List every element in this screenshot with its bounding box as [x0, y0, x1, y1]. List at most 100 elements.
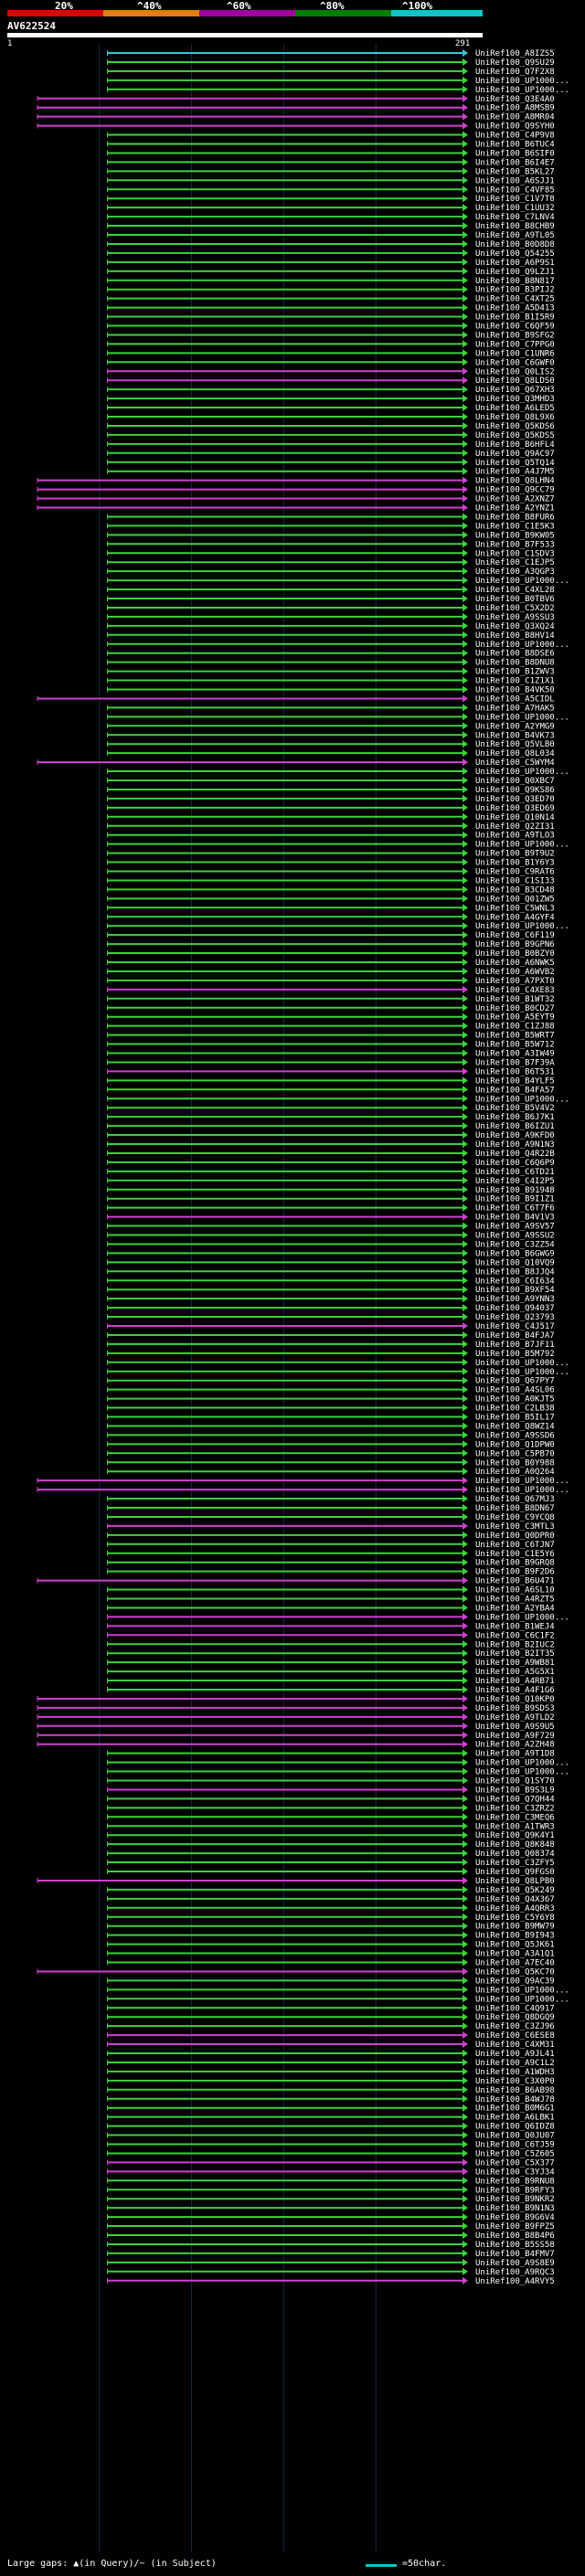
hit-label[interactable]: UniRef100_B1Y6Y3	[475, 859, 555, 868]
hit-label[interactable]: UniRef100_UP1000...	[475, 1359, 569, 1368]
hit-label[interactable]: UniRef100_C9RAT6	[475, 868, 555, 877]
hit-label[interactable]: UniRef100_A5EYT9	[475, 1013, 555, 1023]
hit-label[interactable]: UniRef100_B0BZY0	[475, 949, 555, 959]
hit-label[interactable]: UniRef100_B5KL27	[475, 167, 555, 176]
hit-label[interactable]: UniRef100_Q9AC39	[475, 1977, 555, 1986]
hit-label[interactable]: UniRef100_C5X2D2	[475, 604, 555, 613]
hit-label[interactable]: UniRef100_B9SFG2	[475, 331, 555, 340]
hit-label[interactable]: UniRef100_B4YLF5	[475, 1076, 555, 1086]
hit-label[interactable]: UniRef100_C4J517	[475, 1322, 555, 1331]
hit-label[interactable]: UniRef100_UP1000...	[475, 641, 569, 650]
hit-label[interactable]: UniRef100_Q5VLB0	[475, 740, 555, 749]
hit-label[interactable]: UniRef100_Q8L034	[475, 749, 555, 758]
hit-label[interactable]: UniRef100_B9T9U2	[475, 850, 555, 859]
hit-label[interactable]: UniRef100_C3ZZ54	[475, 1240, 555, 1249]
hit-label[interactable]: UniRef100_A8IZS5	[475, 49, 555, 58]
hit-label[interactable]: UniRef100_Q9AC97	[475, 450, 555, 459]
hit-label[interactable]: UniRef100_Q9LZJ1	[475, 268, 555, 277]
hit-label[interactable]: UniRef100_B3PIJ2	[475, 286, 555, 295]
hit-label[interactable]: UniRef100_UP1000...	[475, 1095, 569, 1104]
hit-label[interactable]: UniRef100_A7HAK5	[475, 704, 555, 713]
hit-label[interactable]: UniRef100_Q54255	[475, 249, 555, 259]
hit-label[interactable]: UniRef100_Q8L9X6	[475, 413, 555, 422]
hit-label[interactable]: UniRef100_C4P9V8	[475, 132, 555, 141]
hit-label[interactable]: UniRef100_A1WDH3	[475, 2068, 555, 2077]
hit-label[interactable]: UniRef100_A6SJJ1	[475, 176, 555, 186]
hit-label[interactable]: UniRef100_Q3ED70	[475, 795, 555, 804]
hit-label[interactable]: UniRef100_C4XE83	[475, 986, 555, 995]
hit-label[interactable]: UniRef100_Q6IDZ8	[475, 2123, 555, 2132]
hit-label[interactable]: UniRef100_Q10KP0	[475, 1695, 555, 1704]
hit-label[interactable]: UniRef100_C7LNV4	[475, 213, 555, 222]
hit-label[interactable]: UniRef100_B9NKR2	[475, 2195, 555, 2204]
hit-label[interactable]: UniRef100_C5Z605	[475, 2149, 555, 2158]
hit-label[interactable]: UniRef100_A4F1G6	[475, 1686, 555, 1695]
hit-label[interactable]: UniRef100_C4XT25	[475, 295, 555, 304]
hit-label[interactable]: UniRef100_A5G5X1	[475, 1668, 555, 1677]
hit-label[interactable]: UniRef100_B9GRQ8	[475, 1559, 555, 1568]
hit-label[interactable]: UniRef100_B1WT32	[475, 995, 555, 1004]
hit-label[interactable]: UniRef100_B9RNU8	[475, 2177, 555, 2186]
hit-label[interactable]: UniRef100_B9I1Z1	[475, 1195, 555, 1204]
hit-label[interactable]: UniRef100_Q7F2X8	[475, 68, 555, 77]
hit-label[interactable]: UniRef100_Q0XBC7	[475, 777, 555, 786]
hit-label[interactable]: UniRef100_B6TUC4	[475, 141, 555, 150]
hit-label[interactable]: UniRef100_B0TBV6	[475, 595, 555, 604]
hit-label[interactable]: UniRef100_A9JL41	[475, 2050, 555, 2059]
hit-label[interactable]: UniRef100_Q94037	[475, 1304, 555, 1313]
hit-label[interactable]: UniRef100_Q4X367	[475, 1895, 555, 1904]
hit-label[interactable]: UniRef100_B4FA57	[475, 1086, 555, 1095]
hit-label[interactable]: UniRef100_A2XNZ7	[475, 495, 555, 504]
hit-label[interactable]: UniRef100_Q9KS86	[475, 786, 555, 795]
hit-label[interactable]: UniRef100_Q5TQ14	[475, 459, 555, 468]
hit-label[interactable]: UniRef100_C6C1F2	[475, 1631, 555, 1640]
hit-label[interactable]: UniRef100_C4XM31	[475, 2041, 555, 2050]
hit-label[interactable]: UniRef100_B8B4P6	[475, 2231, 555, 2241]
hit-label[interactable]: UniRef100_B8N817	[475, 277, 555, 286]
hit-label[interactable]: UniRef100_Q8LDS0	[475, 376, 555, 386]
hit-label[interactable]: UniRef100_B8JJQ4	[475, 1267, 555, 1277]
hit-label[interactable]: UniRef100_C3MEQ6	[475, 1813, 555, 1822]
hit-label[interactable]: UniRef100_C1EJP5	[475, 558, 555, 567]
hit-label[interactable]: UniRef100_A2YMG9	[475, 722, 555, 731]
hit-label[interactable]: UniRef100_Q10VQ9	[475, 1258, 555, 1267]
hit-label[interactable]: UniRef100_UP1000...	[475, 577, 569, 586]
hit-label[interactable]: UniRef100_C1E5Y6	[475, 1550, 555, 1559]
hit-label[interactable]: UniRef100_Q5K249	[475, 1886, 555, 1895]
hit-label[interactable]: UniRef100_B5M792	[475, 1350, 555, 1359]
hit-label[interactable]: UniRef100_A1TWR3	[475, 1822, 555, 1831]
hit-label[interactable]: UniRef100_C5PB70	[475, 1449, 555, 1458]
hit-label[interactable]: UniRef100_B6IZU1	[475, 1122, 555, 1131]
hit-label[interactable]: UniRef100_UP1000...	[475, 1986, 569, 1995]
hit-label[interactable]: UniRef100_A3QGP3	[475, 567, 555, 577]
hit-label[interactable]: UniRef100_B1I5R9	[475, 313, 555, 323]
hit-label[interactable]: UniRef100_A9N1N3	[475, 1140, 555, 1150]
hit-label[interactable]: UniRef100_Q3E4A0	[475, 95, 555, 104]
hit-label[interactable]: UniRef100_A4GYF4	[475, 913, 555, 922]
hit-label[interactable]: UniRef100_C4I2P5	[475, 1177, 555, 1186]
hit-label[interactable]: UniRef100_A9SSU2	[475, 1232, 555, 1241]
hit-label[interactable]: UniRef100_UP1000...	[475, 1995, 569, 2004]
hit-label[interactable]: UniRef100_UP1000...	[475, 841, 569, 850]
hit-label[interactable]: UniRef100_UP1000...	[475, 1486, 569, 1495]
hit-label[interactable]: UniRef100_B9SDS3	[475, 1704, 555, 1713]
hit-label[interactable]: UniRef100_Q01ZW5	[475, 895, 555, 904]
hit-label[interactable]: UniRef100_UP1000...	[475, 1613, 569, 1622]
hit-label[interactable]: UniRef100_A8MR04	[475, 113, 555, 122]
hit-label[interactable]: UniRef100_C6F119	[475, 931, 555, 940]
hit-label[interactable]: UniRef100_B2IUC2	[475, 1640, 555, 1649]
hit-label[interactable]: UniRef100_A3IW49	[475, 1050, 555, 1059]
hit-label[interactable]: UniRef100_A2ZH48	[475, 1741, 555, 1750]
hit-label[interactable]: UniRef100_Q5KC70	[475, 1967, 555, 1977]
hit-label[interactable]: UniRef100_A6LBK1	[475, 2114, 555, 2123]
hit-label[interactable]: UniRef100_C6TJ59	[475, 2141, 555, 2150]
hit-label[interactable]: UniRef100_Q2ZI31	[475, 822, 555, 832]
hit-label[interactable]: UniRef100_B4VK50	[475, 686, 555, 695]
hit-label[interactable]: UniRef100_UP1000...	[475, 86, 569, 95]
hit-label[interactable]: UniRef100_UP1000...	[475, 1368, 569, 1377]
hit-label[interactable]: UniRef100_Q9SYH0	[475, 122, 555, 132]
hit-label[interactable]: UniRef100_B5SS58	[475, 2241, 555, 2250]
hit-label[interactable]: UniRef100_B0Y988	[475, 1458, 555, 1468]
hit-label[interactable]: UniRef100_A5CIDL	[475, 694, 555, 704]
hit-label[interactable]: UniRef100_B4VK73	[475, 731, 555, 740]
